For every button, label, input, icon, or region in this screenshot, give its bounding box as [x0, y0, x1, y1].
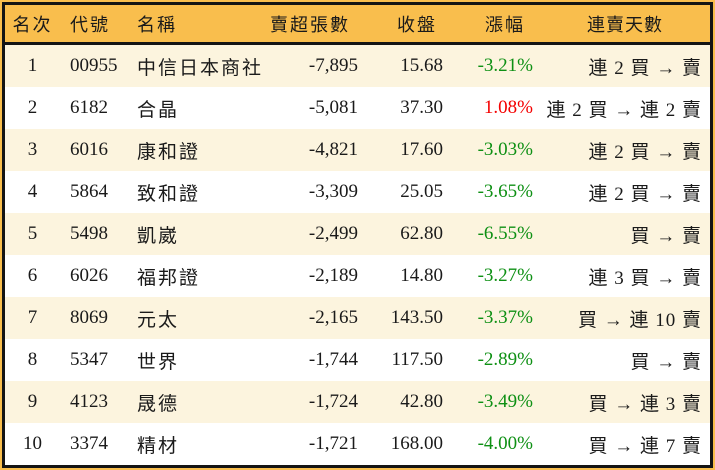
- code-cell: 4123: [70, 391, 108, 412]
- net-sell-cell: -2,165: [308, 307, 358, 328]
- name-cell: 凱崴: [137, 225, 180, 247]
- rank-cell: 4: [27, 181, 38, 202]
- change-cell: -3.65%: [477, 181, 533, 202]
- net-sell-cell: -7,895: [308, 55, 358, 76]
- table-row: 10 3374 精材 -1,721 168.00 -4.00% 買 → 連 7 …: [5, 423, 710, 465]
- change-cell: -3.21%: [477, 55, 533, 76]
- table-header-row: 名次 代號 名稱 賣超張數 收盤 漲幅 連賣天數: [5, 5, 710, 45]
- name-cell: 合晶: [137, 99, 180, 121]
- rank-cell: 7: [27, 307, 38, 328]
- table-row: 2 6182 合晶 -5,081 37.30 1.08% 連 2 買 → 連 2…: [5, 87, 710, 129]
- name-cell: 康和證: [137, 141, 201, 163]
- net-sell-cell: -2,189: [308, 265, 358, 286]
- header-close: 收盤: [397, 14, 437, 35]
- header-net-sell: 賣超張數: [270, 14, 350, 35]
- code-cell: 5347: [70, 349, 108, 370]
- name-cell: 中信日本商社: [137, 57, 264, 79]
- net-sell-cell: -1,724: [308, 391, 358, 412]
- table-row: 3 6016 康和證 -4,821 17.60 -3.03% 連 2 買 → 賣: [5, 129, 710, 171]
- table-row: 4 5864 致和證 -3,309 25.05 -3.65% 連 2 買 → 賣: [5, 171, 710, 213]
- net-sell-cell: -3,309: [308, 181, 358, 202]
- close-cell: 117.50: [391, 349, 443, 370]
- net-sell-cell: -4,821: [308, 139, 358, 160]
- net-sell-cell: -5,081: [308, 97, 358, 118]
- header-streak: 連賣天數: [587, 14, 663, 35]
- table-row: 8 5347 世界 -1,744 117.50 -2.89% 買 → 賣: [5, 339, 710, 381]
- close-cell: 14.80: [400, 265, 443, 286]
- header-rank: 名次: [12, 14, 53, 35]
- rank-cell: 5: [27, 223, 38, 244]
- header-code: 代號: [70, 14, 110, 35]
- rank-cell: 8: [27, 349, 38, 370]
- streak-cell: 連 3 買 → 賣: [588, 267, 702, 289]
- streak-cell: 買 → 賣: [630, 225, 702, 247]
- code-cell: 3374: [70, 433, 108, 454]
- change-cell: -3.49%: [477, 391, 533, 412]
- rank-cell: 10: [23, 433, 42, 454]
- code-cell: 6026: [70, 265, 108, 286]
- rank-cell: 2: [27, 97, 38, 118]
- close-cell: 62.80: [400, 223, 443, 244]
- streak-cell: 連 2 買 → 賣: [588, 57, 702, 79]
- table-row: 9 4123 晟德 -1,724 42.80 -3.49% 買 → 連 3 賣: [5, 381, 710, 423]
- streak-cell: 買 → 賣: [630, 351, 702, 373]
- change-cell: -3.37%: [477, 307, 533, 328]
- change-cell: -4.00%: [477, 433, 533, 454]
- streak-cell: 連 2 買 → 賣: [588, 183, 702, 205]
- table-body: 1 00955 中信日本商社 -7,895 15.68 -3.21% 連 2 買…: [5, 45, 710, 465]
- header-change: 漲幅: [485, 14, 525, 35]
- close-cell: 168.00: [390, 433, 443, 454]
- name-cell: 晟德: [137, 393, 180, 415]
- close-cell: 17.60: [400, 139, 443, 160]
- net-sell-cell: -1,721: [308, 433, 358, 454]
- close-cell: 42.80: [400, 391, 443, 412]
- rank-cell: 1: [27, 55, 38, 76]
- change-cell: -3.27%: [477, 265, 533, 286]
- code-cell: 5498: [70, 223, 108, 244]
- code-cell: 6182: [70, 97, 108, 118]
- table-row: 5 5498 凱崴 -2,499 62.80 -6.55% 買 → 賣: [5, 213, 710, 255]
- close-cell: 25.05: [400, 181, 443, 202]
- streak-cell: 連 2 買 → 賣: [588, 141, 702, 163]
- streak-cell: 買 → 連 3 賣: [588, 393, 702, 415]
- code-cell: 8069: [70, 307, 108, 328]
- rank-cell: 6: [27, 265, 38, 286]
- header-name: 名稱: [137, 14, 177, 35]
- change-cell: -6.55%: [477, 223, 533, 244]
- change-cell: -3.03%: [477, 139, 533, 160]
- name-cell: 世界: [137, 351, 180, 373]
- streak-cell: 買 → 連 10 賣: [577, 309, 702, 331]
- net-sell-cell: -1,744: [308, 349, 358, 370]
- code-cell: 6016: [70, 139, 108, 160]
- streak-cell: 買 → 連 7 賣: [588, 435, 702, 457]
- change-cell: 1.08%: [483, 97, 533, 118]
- code-cell: 5864: [70, 181, 108, 202]
- close-cell: 143.50: [390, 307, 443, 328]
- close-cell: 37.30: [400, 97, 443, 118]
- close-cell: 15.68: [400, 55, 443, 76]
- name-cell: 元太: [137, 309, 180, 331]
- name-cell: 致和證: [137, 183, 201, 205]
- table-row: 1 00955 中信日本商社 -7,895 15.68 -3.21% 連 2 買…: [5, 45, 710, 87]
- name-cell: 福邦證: [137, 267, 201, 289]
- change-cell: -2.89%: [477, 349, 533, 370]
- name-cell: 精材: [137, 435, 180, 457]
- rank-cell: 9: [27, 391, 38, 412]
- streak-cell: 連 2 買 → 連 2 賣: [546, 99, 702, 121]
- net-sell-cell: -2,499: [308, 223, 358, 244]
- table-row: 6 6026 福邦證 -2,189 14.80 -3.27% 連 3 買 → 賣: [5, 255, 710, 297]
- table-row: 7 8069 元太 -2,165 143.50 -3.37% 買 → 連 10 …: [5, 297, 710, 339]
- rank-cell: 3: [27, 139, 38, 160]
- code-cell: 00955: [70, 55, 118, 76]
